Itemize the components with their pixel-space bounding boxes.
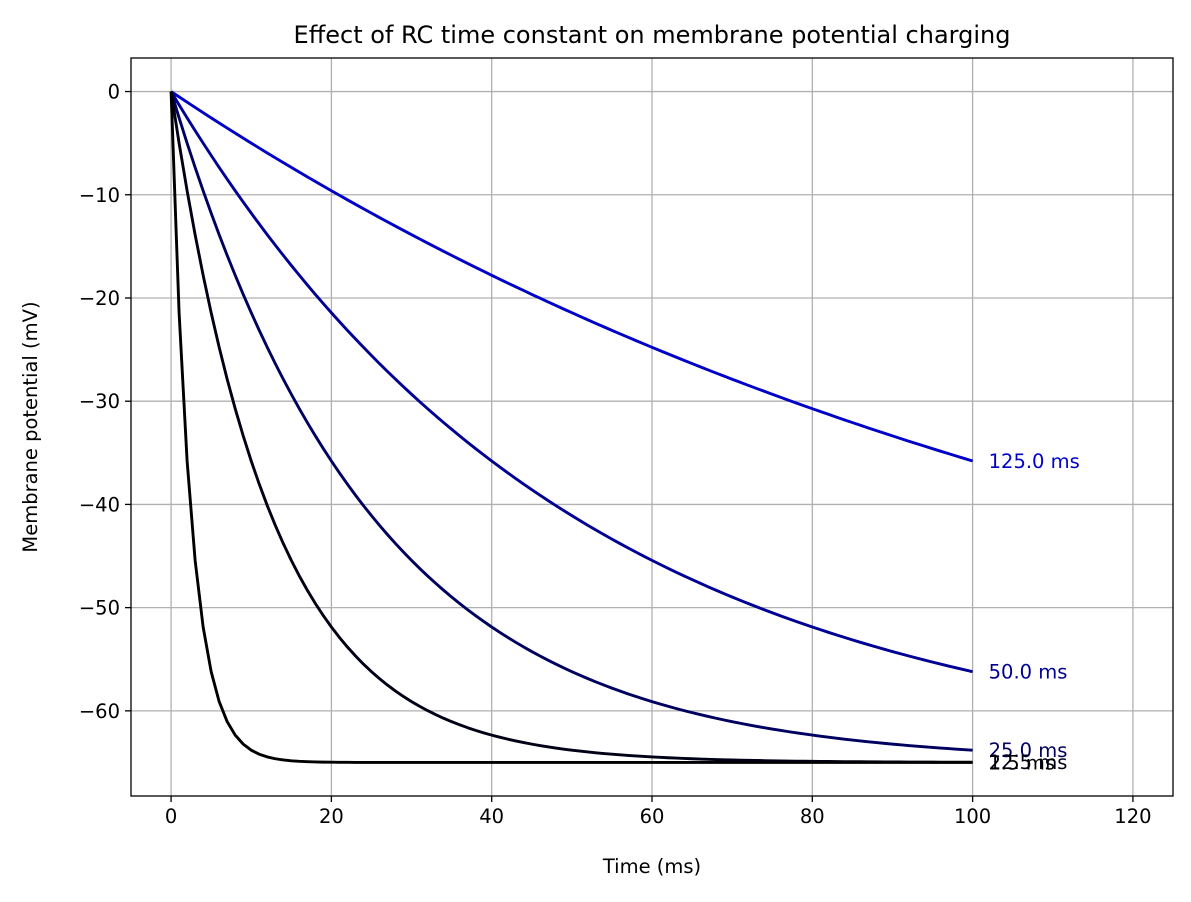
x-tick-label: 80 xyxy=(800,805,825,828)
y-tick-label: −40 xyxy=(79,493,120,516)
grid xyxy=(131,58,1173,796)
y-tick-label: −50 xyxy=(79,597,120,620)
series-end-label: 12.5 ms xyxy=(989,751,1068,774)
x-tick-label: 40 xyxy=(479,805,504,828)
series-lines xyxy=(169,90,974,764)
y-tick-label: −30 xyxy=(79,390,120,413)
y-tick-label: −10 xyxy=(79,184,120,207)
x-tick-label: 0 xyxy=(165,805,177,828)
y-tick-label: 0 xyxy=(108,81,120,104)
series-end-label: 25.0 ms xyxy=(989,739,1068,762)
series-line xyxy=(169,91,973,764)
series-end-label: 125.0 ms xyxy=(989,450,1080,473)
series-end-label: 50.0 ms xyxy=(989,661,1068,684)
x-axis-ticks: 0 20 40 60 80 100 120 xyxy=(165,796,1152,828)
y-tick-label: −60 xyxy=(79,700,120,723)
y-axis-label: Membrane potential (mV) xyxy=(19,301,42,552)
series-line xyxy=(169,90,973,674)
x-tick-label: 120 xyxy=(1114,805,1151,828)
x-axis-label: Time (ms) xyxy=(602,855,701,878)
series-line xyxy=(170,90,974,463)
x-tick-label: 60 xyxy=(640,805,665,828)
y-axis-ticks: 0 −10 −20 −30 −40 −50 −60 xyxy=(79,81,131,723)
y-tick-label: −20 xyxy=(79,287,120,310)
series-end-label: 2.5 ms xyxy=(989,751,1055,774)
series-line xyxy=(169,91,973,752)
chart-title: Effect of RC time constant on membrane p… xyxy=(294,21,1011,49)
x-tick-label: 20 xyxy=(319,805,344,828)
x-tick-label: 100 xyxy=(954,805,991,828)
